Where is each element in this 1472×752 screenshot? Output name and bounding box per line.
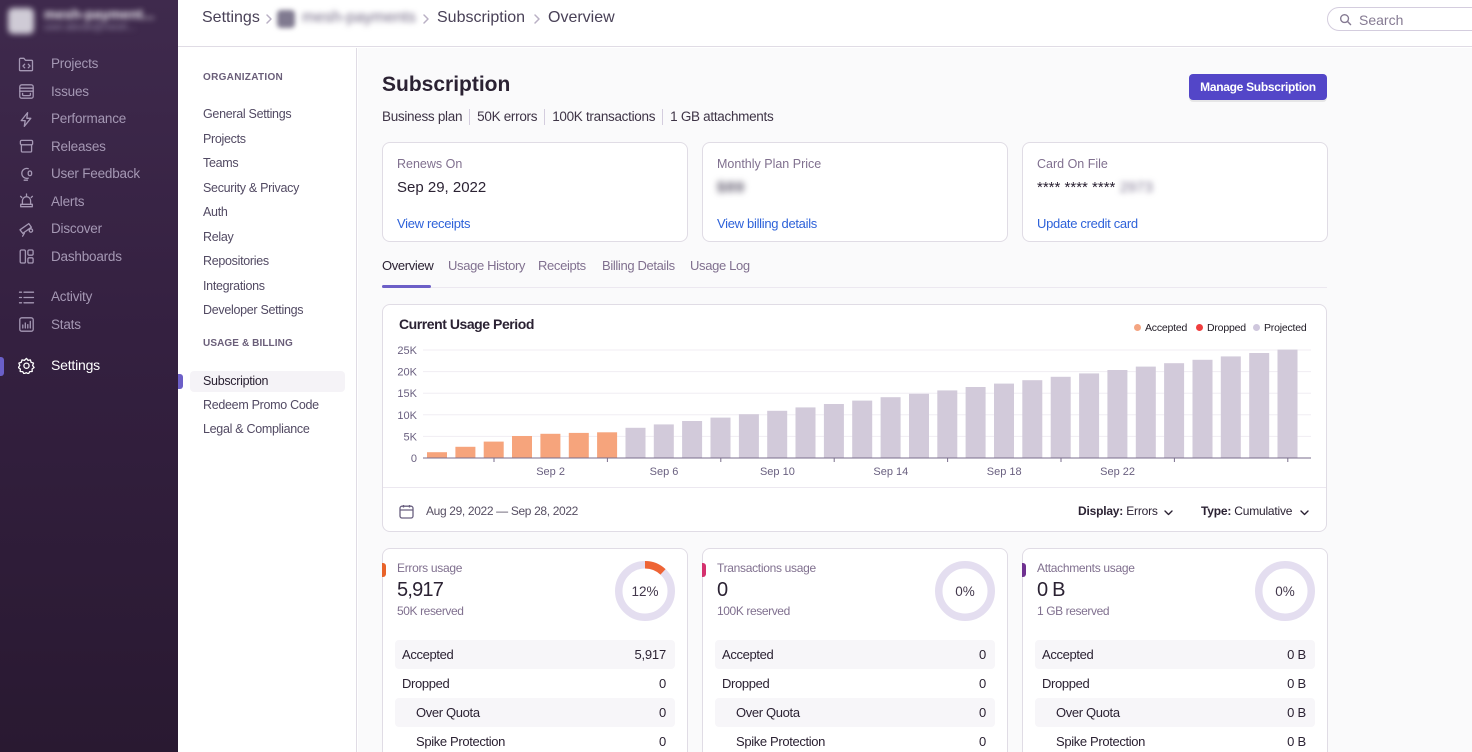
svg-text:Sep 10: Sep 10 (760, 466, 795, 478)
svg-text:25K: 25K (397, 345, 417, 357)
svg-text:10K: 10K (397, 410, 417, 422)
svg-text:15K: 15K (397, 388, 417, 400)
svg-text:Sep 22: Sep 22 (1100, 466, 1135, 478)
svg-text:Sep 18: Sep 18 (987, 466, 1022, 478)
svg-text:0: 0 (411, 453, 417, 465)
svg-text:Sep 2: Sep 2 (536, 466, 565, 478)
svg-text:20K: 20K (397, 367, 417, 379)
svg-text:5K: 5K (404, 431, 418, 443)
svg-text:Sep 6: Sep 6 (650, 466, 679, 478)
svg-text:Sep 14: Sep 14 (873, 466, 908, 478)
